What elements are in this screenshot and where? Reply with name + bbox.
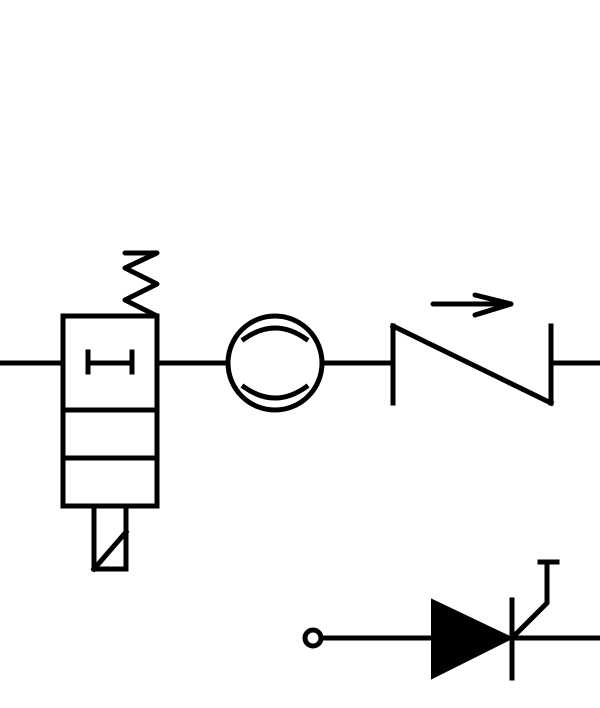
directional-switch-icon <box>389 292 555 407</box>
spring-return-solenoid-valve-icon <box>60 250 160 573</box>
gate-lead <box>508 559 550 642</box>
spring-icon <box>122 250 160 319</box>
indicator-lamp-icon <box>225 313 325 413</box>
arrow-right-icon <box>430 292 514 318</box>
solenoid-actuator <box>91 503 129 572</box>
thyristor-icon <box>302 559 600 681</box>
diode-triangle <box>431 598 515 680</box>
